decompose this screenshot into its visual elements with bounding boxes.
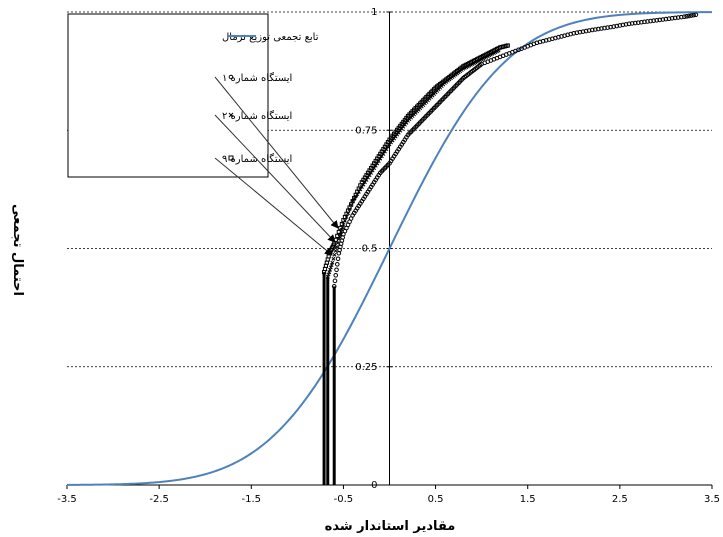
x-tick-label-2: -1.5 — [242, 494, 262, 505]
x-tick-label-0: -3.5 — [57, 494, 77, 505]
series-1-point-171 — [688, 13, 694, 18]
annotation-arrow-station-1 — [214, 76, 339, 229]
x-tick-label-7: 3.5 — [704, 494, 720, 505]
series-1-point-5 — [335, 256, 341, 262]
legend-swatch-3 — [228, 155, 234, 161]
x-tick-label-5: 1.5 — [520, 494, 536, 505]
legend-box — [67, 13, 269, 178]
series-1-point-3 — [334, 267, 339, 273]
series-2-point-8 — [332, 252, 337, 257]
x-tick-labels: -3.5 -2.5 -1.5 -0.5 0.5 1.5 2.5 3.5 — [57, 494, 720, 505]
series-1-point-170 — [686, 13, 692, 19]
series-2-point-9 — [333, 248, 338, 253]
series-1-point-2 — [333, 273, 339, 278]
annotation-arrow-station-9 — [214, 157, 333, 256]
series-3-point-16 — [338, 225, 343, 231]
series-1-point-1 — [332, 278, 338, 284]
series-1-point-173 — [693, 12, 699, 18]
annotation-arrow-station-2 — [214, 114, 336, 243]
gridlines — [67, 11, 712, 368]
y-tick-label-1: 0.25 — [355, 362, 377, 373]
series-1 — [331, 12, 699, 485]
x-tick-label-1: -2.5 — [149, 494, 169, 505]
series-3 — [321, 43, 510, 485]
legend: تابع تجمعی توزیع نرمال ایستگاه شماره ۱ ایس… — [222, 32, 319, 165]
legend-swatch-1 — [228, 74, 234, 80]
series-3-point-125 — [505, 43, 510, 48]
legend-label-2: ایستگاه شماره ۲ — [222, 110, 292, 122]
y-axis-title: احتمال تجمعی — [10, 204, 25, 296]
y-tick-label-2: 0.5 — [362, 244, 378, 255]
normal-cdf-line — [66, 11, 713, 486]
series-1-point-0 — [331, 284, 337, 289]
legend-label-1: ایستگاه شماره ۱ — [222, 72, 292, 84]
series-2-point-7 — [331, 256, 336, 261]
x-tick-label-4: 0.5 — [428, 494, 444, 505]
x-tick-label-6: 2.5 — [612, 494, 628, 505]
series-2-point-6 — [330, 260, 335, 265]
x-tick-label-3: -0.5 — [334, 494, 354, 505]
x-axis-title: مقادیر استاندار شده — [325, 519, 456, 534]
series-3-point-15 — [336, 229, 341, 235]
y-tick-label-3: 0.75 — [355, 125, 377, 136]
y-tick-label-4: 1 — [371, 7, 377, 18]
series-1-point-4 — [334, 261, 340, 267]
legend-label-0: تابع تجمعی توزیع نرمال — [222, 32, 319, 43]
legend-swatch-2 — [228, 112, 234, 118]
y-tick-label-0: 0 — [371, 480, 377, 491]
y-tick-labels: 0 0.25 0.5 0.75 1 — [355, 7, 377, 491]
series-1-point-168 — [682, 14, 687, 20]
series-1-point-169 — [684, 14, 689, 19]
series-3-point-17 — [339, 221, 344, 227]
station-series — [321, 12, 699, 485]
series-1-point-172 — [691, 12, 696, 18]
